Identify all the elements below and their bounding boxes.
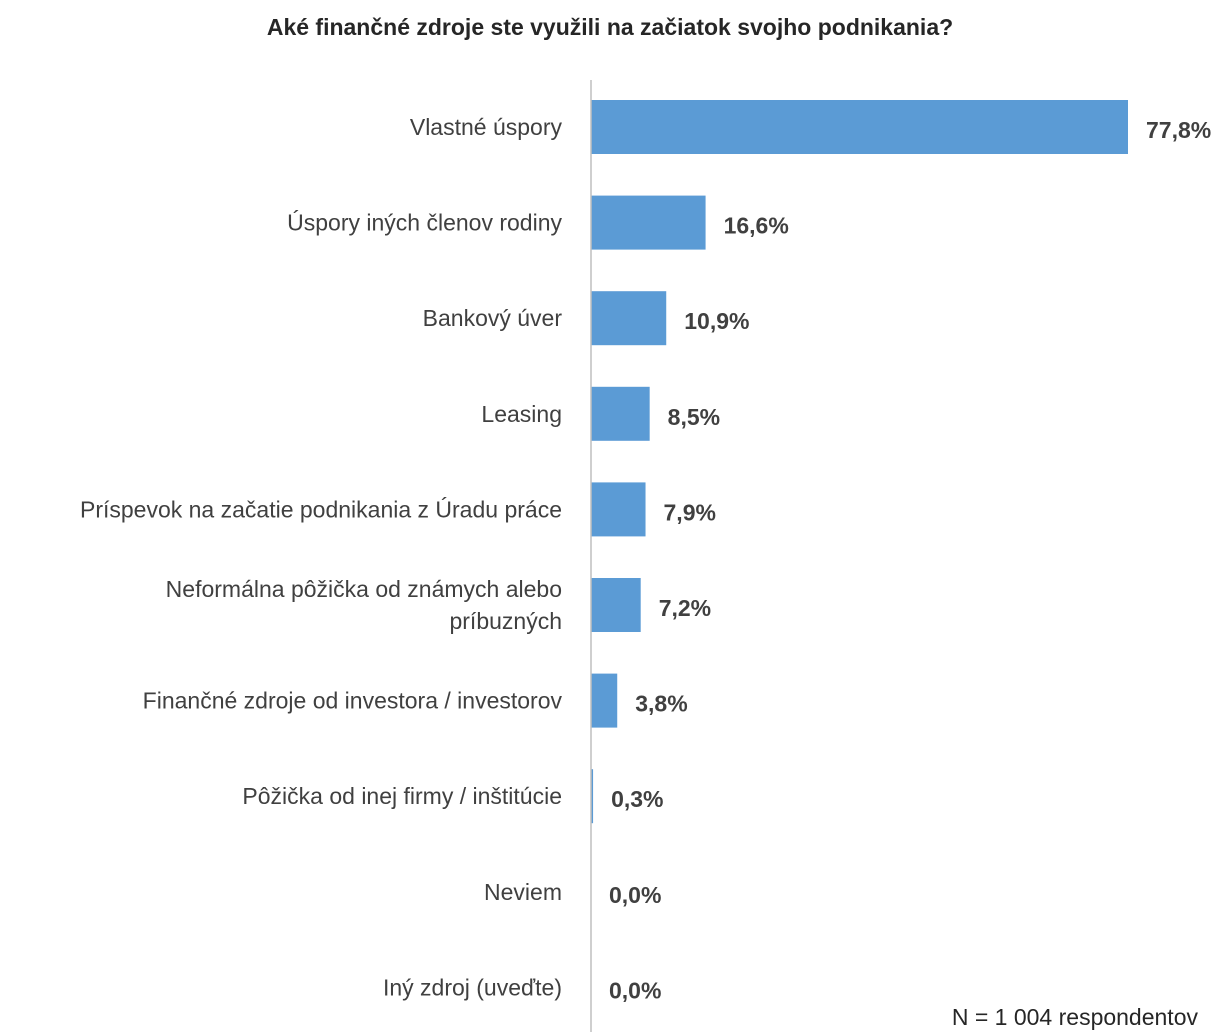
bar-1 [591, 100, 1128, 154]
sample-size-note: N = 1 004 respondentov [951, 1004, 1198, 1030]
chart-title: Aké finančné zdroje ste využili na začia… [266, 14, 954, 40]
value-label-9: 0,0% [609, 882, 661, 908]
category-label-9: Neviem [484, 879, 562, 905]
value-label-8: 0,3% [611, 786, 663, 812]
value-label-6: 7,2% [659, 595, 711, 621]
category-label-3: Bankový úver [423, 305, 563, 331]
value-label-7: 3,8% [635, 691, 687, 717]
bar-7 [591, 673, 618, 728]
value-label-5: 7,9% [664, 499, 716, 525]
category-label-5: Príspevok na začatie podnikania z Úradu … [80, 496, 562, 522]
category-label-4: Leasing [481, 401, 562, 427]
bars-group [591, 100, 1128, 824]
bar-5 [591, 482, 646, 537]
bar-6 [591, 578, 641, 632]
category-label-1: Vlastné úspory [410, 114, 563, 140]
category-label-10: Iný zdroj (uveďte) [383, 974, 562, 1000]
category-label-7: Finančné zdroje od investora / investoro… [143, 688, 563, 714]
bar-4 [591, 386, 650, 441]
bar-2 [591, 195, 706, 250]
category-labels-group: Vlastné úspory Úspory iných členov rodiny… [80, 114, 563, 1000]
category-label-6-line-1: Neformálna pôžička od známych alebo [166, 576, 562, 602]
category-label-2: Úspory iných členov rodiny [287, 210, 562, 236]
value-label-2: 16,6% [724, 213, 789, 239]
value-label-10: 0,0% [609, 977, 661, 1003]
category-label-8: Pôžička od inej firmy / inštitúcie [242, 783, 562, 809]
value-label-3: 10,9% [684, 308, 749, 334]
value-labels-group: 77,8% 16,6% 10,9% 8,5% 7,9% 7,2% 3,8% 0,3% 0,0% 0… [609, 117, 1211, 1003]
value-label-4: 8,5% [668, 404, 720, 430]
value-label-1: 77,8% [1146, 117, 1211, 143]
bar-8 [591, 769, 594, 824]
category-label-6-line-2: príbuzných [449, 608, 562, 634]
bar-3 [591, 291, 667, 346]
